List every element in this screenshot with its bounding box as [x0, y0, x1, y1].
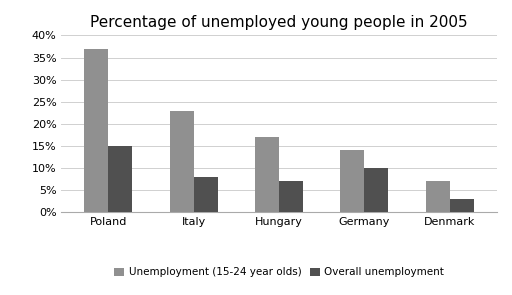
Bar — [340, 150, 365, 212]
Legend: Unemployment (15-24 year olds), Overall unemployment: Unemployment (15-24 year olds), Overall … — [110, 263, 449, 281]
Bar — [279, 181, 303, 212]
Bar — [170, 111, 194, 212]
Bar — [255, 137, 279, 212]
Title: Percentage of unemployed young people in 2005: Percentage of unemployed young people in… — [90, 15, 468, 30]
Bar — [450, 199, 474, 212]
Bar — [365, 168, 388, 212]
Bar — [194, 177, 218, 212]
Bar — [84, 49, 109, 212]
Bar — [109, 146, 132, 212]
Bar — [426, 181, 450, 212]
